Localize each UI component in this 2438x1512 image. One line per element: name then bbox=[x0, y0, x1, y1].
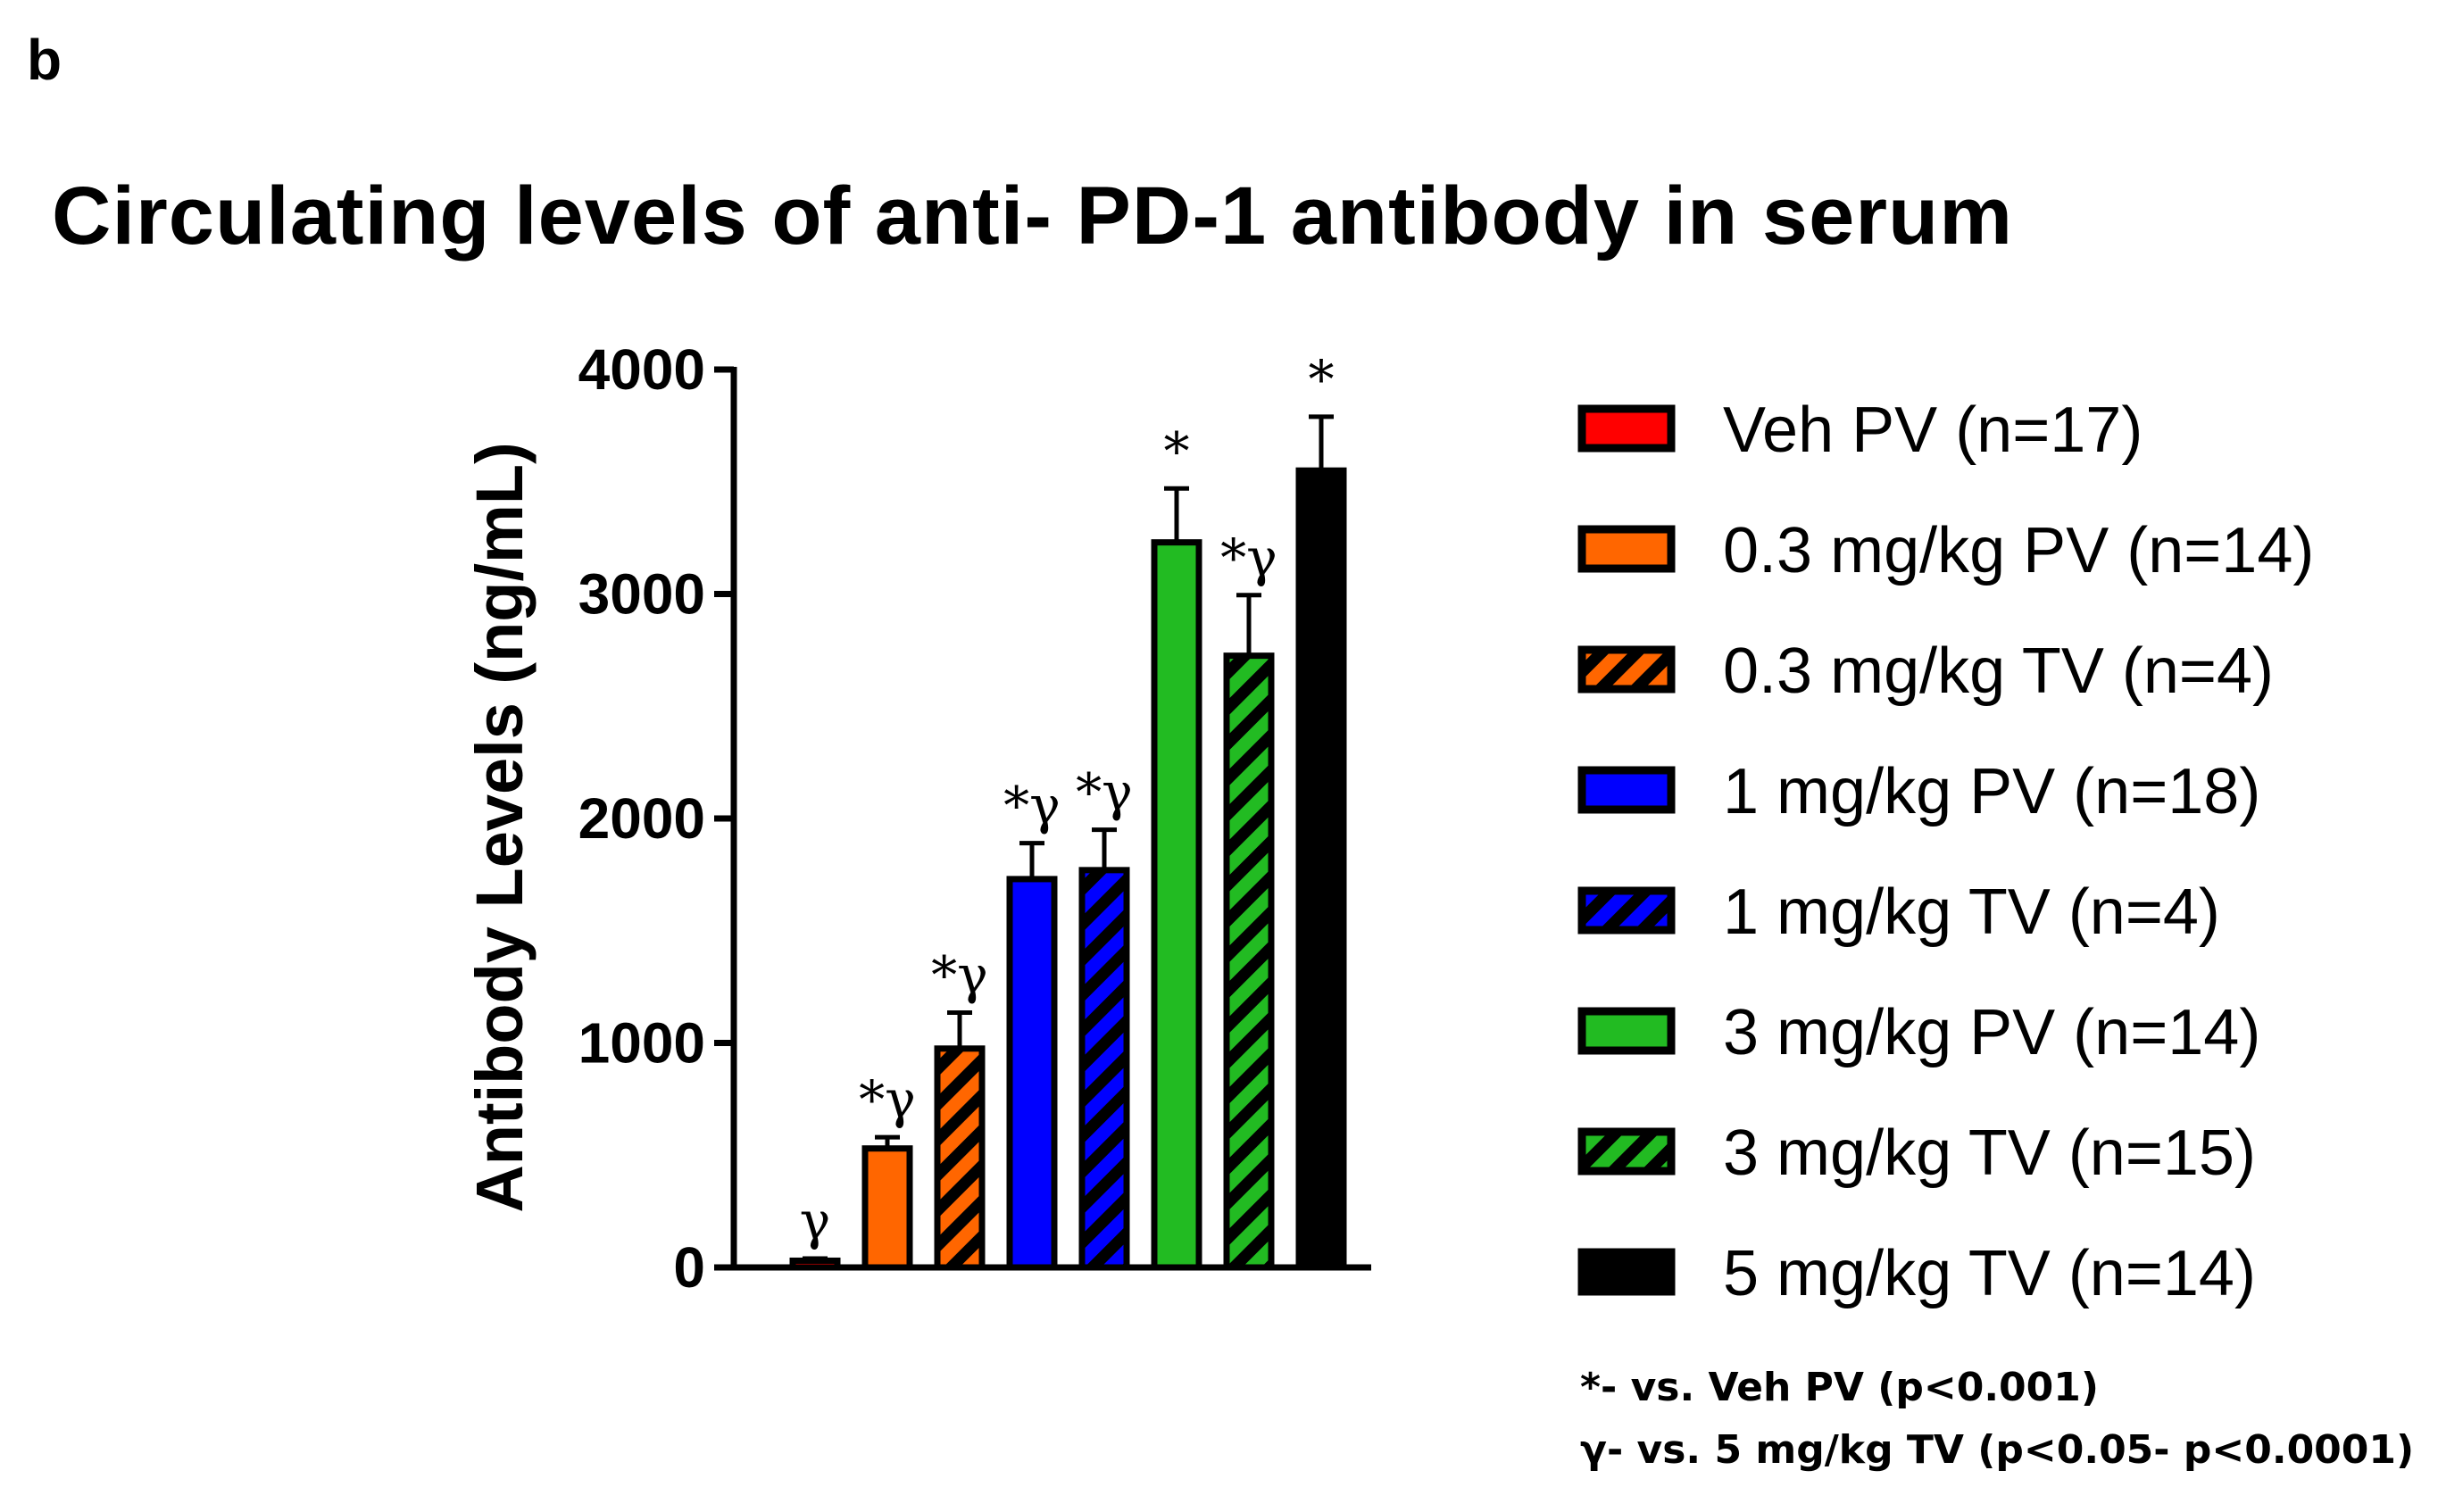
legend-label: 0.3 mg/kg TV (n=4) bbox=[1723, 636, 2274, 707]
y-tick-label: 1000 bbox=[578, 1011, 705, 1076]
significance-label: *γ bbox=[1003, 776, 1061, 836]
significance-label: * bbox=[1164, 420, 1190, 481]
y-tick-label: 2000 bbox=[578, 786, 705, 851]
significance-label: γ bbox=[800, 1191, 831, 1251]
chart-title: Circulating levels of anti- PD-1 antibod… bbox=[52, 170, 2014, 262]
significance-label: *γ bbox=[859, 1069, 916, 1130]
y-tick-label: 4000 bbox=[578, 337, 705, 402]
y-tick-label: 0 bbox=[673, 1235, 705, 1300]
bar bbox=[861, 1145, 913, 1271]
bar bbox=[1078, 867, 1130, 1271]
footnote-gamma: γ- vs. 5 mg/kg TV (p<0.05- p<0.0001) bbox=[1580, 1427, 2415, 1473]
bar bbox=[1006, 876, 1058, 1271]
significance-label: * bbox=[1309, 349, 1335, 410]
legend-swatch bbox=[1577, 886, 1676, 935]
legend-label: 5 mg/kg TV (n=14) bbox=[1723, 1238, 2256, 1309]
legend-swatch bbox=[1577, 1127, 1676, 1176]
y-axis-title: Antibody Levels (ng/mL) bbox=[462, 442, 537, 1212]
legend-swatch bbox=[1577, 1248, 1676, 1296]
legend-swatch bbox=[1577, 1007, 1676, 1055]
y-tick-label: 3000 bbox=[578, 562, 705, 627]
footnotes: *- vs. Veh PV (p<0.001) γ- vs. 5 mg/kg T… bbox=[1580, 1357, 2414, 1482]
significance-label: *γ bbox=[931, 945, 988, 1006]
bar bbox=[1223, 652, 1275, 1271]
bar bbox=[1151, 539, 1202, 1271]
legend-label: Veh PV (n=17) bbox=[1723, 395, 2143, 466]
legend-label: 1 mg/kg TV (n=4) bbox=[1723, 876, 2220, 948]
footnote-asterisk: *- vs. Veh PV (p<0.001) bbox=[1580, 1365, 2100, 1410]
legend-label: 3 mg/kg PV (n=14) bbox=[1723, 997, 2260, 1068]
significance-label: *γ bbox=[1220, 528, 1277, 588]
legend-swatch bbox=[1577, 645, 1676, 694]
panel-label: b bbox=[27, 28, 62, 92]
significance-label: *γ bbox=[1076, 762, 1133, 823]
bar bbox=[1295, 467, 1347, 1271]
bar bbox=[789, 1257, 841, 1271]
legend-label: 3 mg/kg TV (n=15) bbox=[1723, 1117, 2256, 1189]
bar bbox=[934, 1045, 986, 1271]
legend-label: 1 mg/kg PV (n=18) bbox=[1723, 756, 2260, 827]
legend-swatch bbox=[1577, 766, 1676, 814]
legend-label: 0.3 mg/kg PV (n=14) bbox=[1723, 515, 2314, 586]
legend-swatch bbox=[1577, 404, 1676, 453]
legend-swatch bbox=[1577, 525, 1676, 573]
